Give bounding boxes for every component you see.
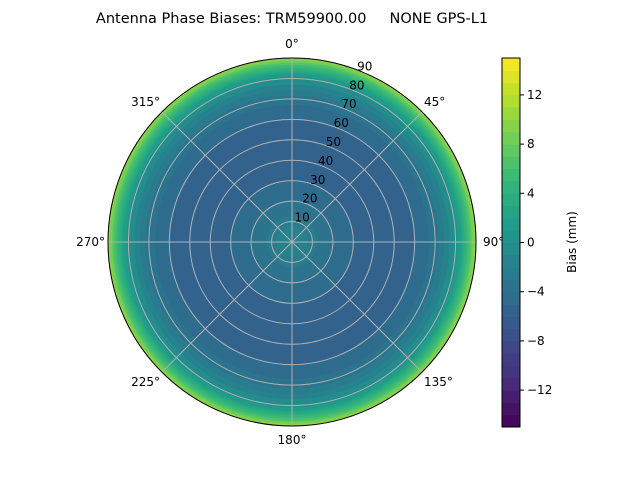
angular-tick-label: 270° (76, 235, 105, 249)
radial-tick-label: 20 (302, 192, 317, 206)
colorbar-band (502, 94, 520, 108)
colorbar-label: Bias (mm) (565, 211, 579, 273)
colorbar-band (502, 156, 520, 170)
polar-frame (107, 57, 477, 427)
radial-tick-label: 40 (318, 154, 333, 168)
angular-tick-label: 0° (285, 37, 299, 51)
colorbar-band (502, 365, 520, 379)
colorbar-band (502, 205, 520, 219)
colorbar-band (502, 70, 520, 84)
colorbar-tick-label: −12 (527, 383, 552, 397)
colorbar-band (502, 279, 520, 293)
colorbar-band (502, 82, 520, 96)
colorbar: −12 −8 −4 0 4 8 12 (501, 57, 552, 428)
colorbar-tick-label: −4 (527, 285, 545, 299)
angular-tick-label: 45° (424, 95, 445, 109)
colorbar-band (502, 316, 520, 330)
colorbar-band (502, 131, 520, 145)
colorbar-band (502, 217, 520, 231)
angular-tick-label: 180° (278, 433, 307, 447)
angular-gridline (291, 241, 423, 373)
radial-tick-label: 80 (349, 78, 364, 92)
colorbar-band (502, 144, 520, 157)
angular-tick-label: 225° (131, 375, 160, 389)
colorbar-band (502, 168, 520, 182)
colorbar-band (502, 340, 520, 354)
colorbar-band (502, 230, 520, 243)
colorbar-band (502, 328, 520, 342)
colorbar-band (502, 377, 520, 391)
angular-gridline (161, 111, 293, 243)
colorbar-band (502, 107, 520, 120)
colorbar-band (502, 58, 520, 71)
colorbar-band (502, 267, 520, 280)
colorbar-band (502, 414, 520, 428)
angular-tick-label: 90° (483, 235, 504, 249)
colorbar-band (502, 304, 520, 317)
angular-gridline (291, 111, 423, 243)
angular-gridline (161, 241, 293, 373)
colorbar-band (502, 291, 520, 305)
colorbar-band (502, 402, 520, 416)
radial-tick-label: 10 (294, 211, 309, 225)
radial-tick-label: 50 (326, 135, 341, 149)
colorbar-band (502, 390, 520, 403)
radial-tick-label: 30 (310, 173, 325, 187)
radial-tick-label: 60 (334, 116, 349, 130)
colorbar-band (502, 119, 520, 133)
colorbar-band (502, 353, 520, 366)
colorbar-band (502, 181, 520, 194)
colorbar-band (502, 254, 520, 268)
colorbar-tick-label: 4 (527, 186, 535, 200)
colorbar-band (502, 242, 520, 256)
radial-tick-label: 70 (341, 97, 356, 111)
angular-tick-label: 135° (424, 375, 453, 389)
colorbar-tick-label: −8 (527, 334, 545, 348)
angular-tick-label: 315° (131, 95, 160, 109)
radial-tick-label: 90 (357, 59, 372, 73)
chart-title: Antenna Phase Biases: TRM59900.00 NONE G… (96, 11, 488, 27)
polar-axes: 0° 45° 90° 135° 180° 225° 270° 315° 10 20 30 40 50 60… (76, 37, 504, 447)
colorbar-tick-label: 8 (527, 137, 535, 151)
colorbar-band (502, 193, 520, 207)
colorbar-tick-label: 12 (527, 88, 542, 102)
colorbar-tick-label: 0 (527, 236, 535, 250)
